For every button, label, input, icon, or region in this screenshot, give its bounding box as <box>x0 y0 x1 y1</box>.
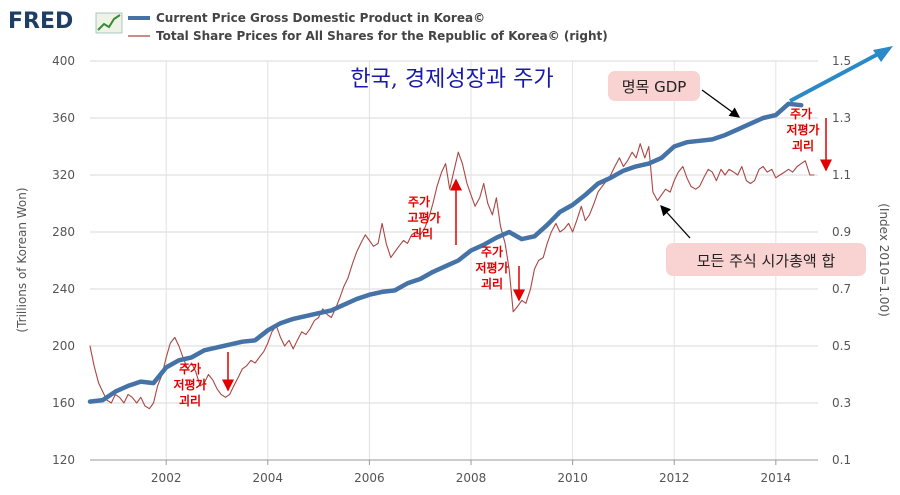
y-axis-label: (Trillions of Korean Won) <box>15 187 29 332</box>
y-tick-label: 160 <box>52 396 75 410</box>
x-tick-label: 2002 <box>151 471 182 485</box>
annotation-box <box>666 243 866 276</box>
note-line: 주가 <box>790 106 812 121</box>
note-line: 고평가 <box>407 210 440 225</box>
x-tick-label: 2004 <box>253 471 284 485</box>
y2-tick-label: 0.1 <box>832 453 851 467</box>
y2-tick-label: 0.3 <box>832 396 851 410</box>
fred-logo: FRED <box>8 9 123 34</box>
legend-label-share-prices: Total Share Prices for All Shares for th… <box>156 29 608 43</box>
note-line: 저평가 <box>786 122 819 137</box>
big-blue-arrow <box>789 46 893 103</box>
y2-tick-label: 1.5 <box>832 54 851 68</box>
note-line: 저평가 <box>173 377 206 392</box>
y2-tick-label: 0.7 <box>832 282 851 296</box>
annotation-nominal-gdp-text: 명목 GDP <box>622 78 687 96</box>
y2-axis-label: (Index 2010=1.00) <box>877 203 891 317</box>
chart-title: 한국, 경제성장과 주가 <box>350 67 553 92</box>
grid <box>90 60 818 461</box>
y-tick-label: 120 <box>52 453 75 467</box>
x-tick-label: 2010 <box>557 471 588 485</box>
annotation-pointer <box>701 89 741 118</box>
annotation-market-cap-text: 모든 주식 시가총액 합 <box>697 252 836 270</box>
x-axis: 2002 2004 2006 2008 2010 2012 2014 <box>90 459 818 485</box>
y2-tick-label: 1.3 <box>832 111 851 125</box>
annotation-pointer <box>660 205 691 239</box>
annotation-box <box>608 71 700 101</box>
note-undervalued-2014: 주가 저평가 괴리 <box>786 106 832 172</box>
y-tick-label: 400 <box>52 54 75 68</box>
note-undervalued-2008: 주가 저평가 괴리 <box>475 244 525 302</box>
y-axis-right: 0.1 0.3 0.5 0.7 0.9 1.1 1.3 1.5 <box>832 54 851 467</box>
x-tick-label: 2008 <box>456 471 487 485</box>
legend-label-gdp: Current Price Gross Domestic Product in … <box>156 11 485 25</box>
note-line: 괴리 <box>792 138 814 153</box>
annotation-nominal-gdp: 명목 GDP <box>608 71 741 118</box>
y2-tick-label: 1.1 <box>832 168 851 182</box>
y-tick-label: 240 <box>52 282 75 296</box>
note-line: 괴리 <box>481 276 503 291</box>
y2-tick-label: 0.5 <box>832 339 851 353</box>
y-tick-label: 360 <box>52 111 75 125</box>
note-overvalued-2007: 주가 고평가 괴리 <box>407 178 462 245</box>
legend: Current Price Gross Domestic Product in … <box>128 11 608 43</box>
y-tick-label: 200 <box>52 339 75 353</box>
note-line: 저평가 <box>475 260 508 275</box>
y-axis-left: 120 160 200 240 280 320 360 400 <box>52 54 75 467</box>
x-tick-label: 2014 <box>761 471 792 485</box>
y-tick-label: 280 <box>52 225 75 239</box>
note-line: 괴리 <box>411 226 433 241</box>
fred-logo-graph-icon <box>95 12 123 34</box>
note-line: 주가 <box>408 194 430 209</box>
y2-tick-label: 0.9 <box>832 225 851 239</box>
x-tick-label: 2006 <box>354 471 385 485</box>
x-tick-label: 2012 <box>659 471 690 485</box>
fred-logo-text: FRED <box>8 9 73 34</box>
series-line-gdp <box>87 101 804 404</box>
annotation-market-cap: 모든 주식 시가총액 합 <box>660 205 866 276</box>
note-line: 괴리 <box>179 393 201 408</box>
note-line: 주가 <box>179 361 201 376</box>
note-undervalued-2003: 주가 저평가 괴리 <box>173 352 234 408</box>
y-tick-label: 320 <box>52 168 75 182</box>
note-line: 주가 <box>481 244 503 259</box>
